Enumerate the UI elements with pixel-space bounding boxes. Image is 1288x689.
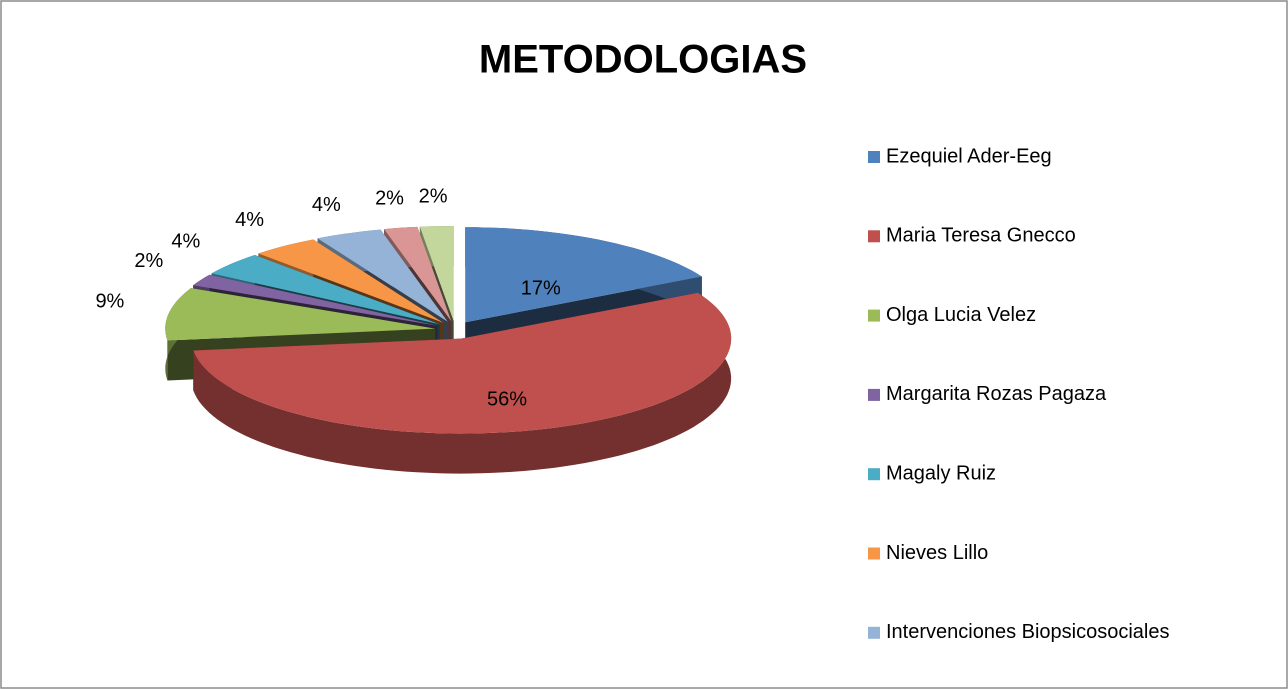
legend-marker: [868, 309, 880, 322]
legend-marker: [868, 230, 880, 243]
data-label: 4%: [235, 209, 264, 231]
slice-top: [465, 227, 702, 323]
slice: [193, 292, 732, 474]
legend-label: Margarita Rozas Pagaza: [886, 383, 1107, 405]
slice-rim: [193, 292, 732, 474]
legend-label: Olga Lucia Velez: [886, 304, 1036, 326]
slice-top: [193, 292, 732, 434]
data-label: 4%: [171, 231, 200, 253]
legend-marker: [868, 388, 880, 401]
legend-label: Maria Teresa Gnecco: [886, 225, 1076, 247]
legend-marker: [868, 626, 880, 639]
legend-marker: [868, 468, 880, 481]
legend-label: Nieves Lillo: [886, 542, 988, 564]
slice-top: [317, 229, 448, 322]
slice-top: [258, 239, 444, 323]
slice-top: [193, 274, 438, 326]
legend-label: Intervenciones Biopsicosociales: [886, 621, 1170, 643]
legend-marker: [868, 547, 880, 560]
data-label: 2%: [375, 188, 404, 210]
slice-top: [419, 226, 454, 321]
data-label: 17%: [521, 278, 561, 300]
slice-top: [211, 255, 440, 325]
data-label: 2%: [134, 250, 163, 272]
data-label: 4%: [312, 194, 341, 216]
slice-top: [384, 226, 452, 322]
chart-title: METODOLOGIAS: [479, 38, 807, 82]
data-label: 9%: [95, 291, 124, 313]
legend-label: Magaly Ruiz: [886, 462, 996, 484]
legend-marker: [868, 151, 880, 163]
slice-top: [165, 288, 436, 341]
data-label: 56%: [487, 389, 527, 411]
legend-label: Ezequiel Ader-Eeg: [886, 145, 1052, 167]
data-label: 2%: [419, 186, 448, 208]
